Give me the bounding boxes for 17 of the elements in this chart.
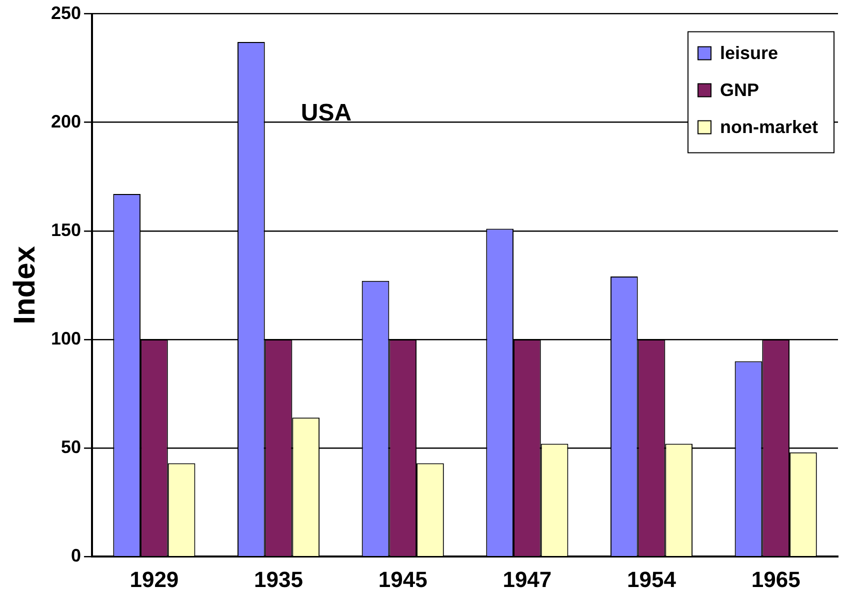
x-tick-label: 1935 (254, 566, 303, 592)
legend-label: non-market (720, 116, 818, 137)
legend-label: leisure (720, 42, 778, 63)
y-tick-label: 100 (50, 328, 82, 348)
x-tick-label: 1945 (378, 566, 428, 592)
legend-label: GNP (720, 80, 759, 100)
x-tick-label: 1947 (502, 566, 552, 592)
x-tick-label: 1954 (627, 566, 677, 592)
y-tick-label: 50 (61, 437, 82, 458)
y-tick-label: 0 (71, 546, 82, 566)
y-axis-title: Index (8, 246, 42, 324)
y-tick-label: 150 (50, 220, 82, 240)
y-tick-label: 200 (50, 111, 82, 132)
y-tick-label: 250 (50, 2, 82, 23)
x-tick-label: 1965 (751, 566, 800, 592)
x-tick-label: 1929 (130, 566, 179, 592)
annotation: USA (300, 99, 352, 126)
